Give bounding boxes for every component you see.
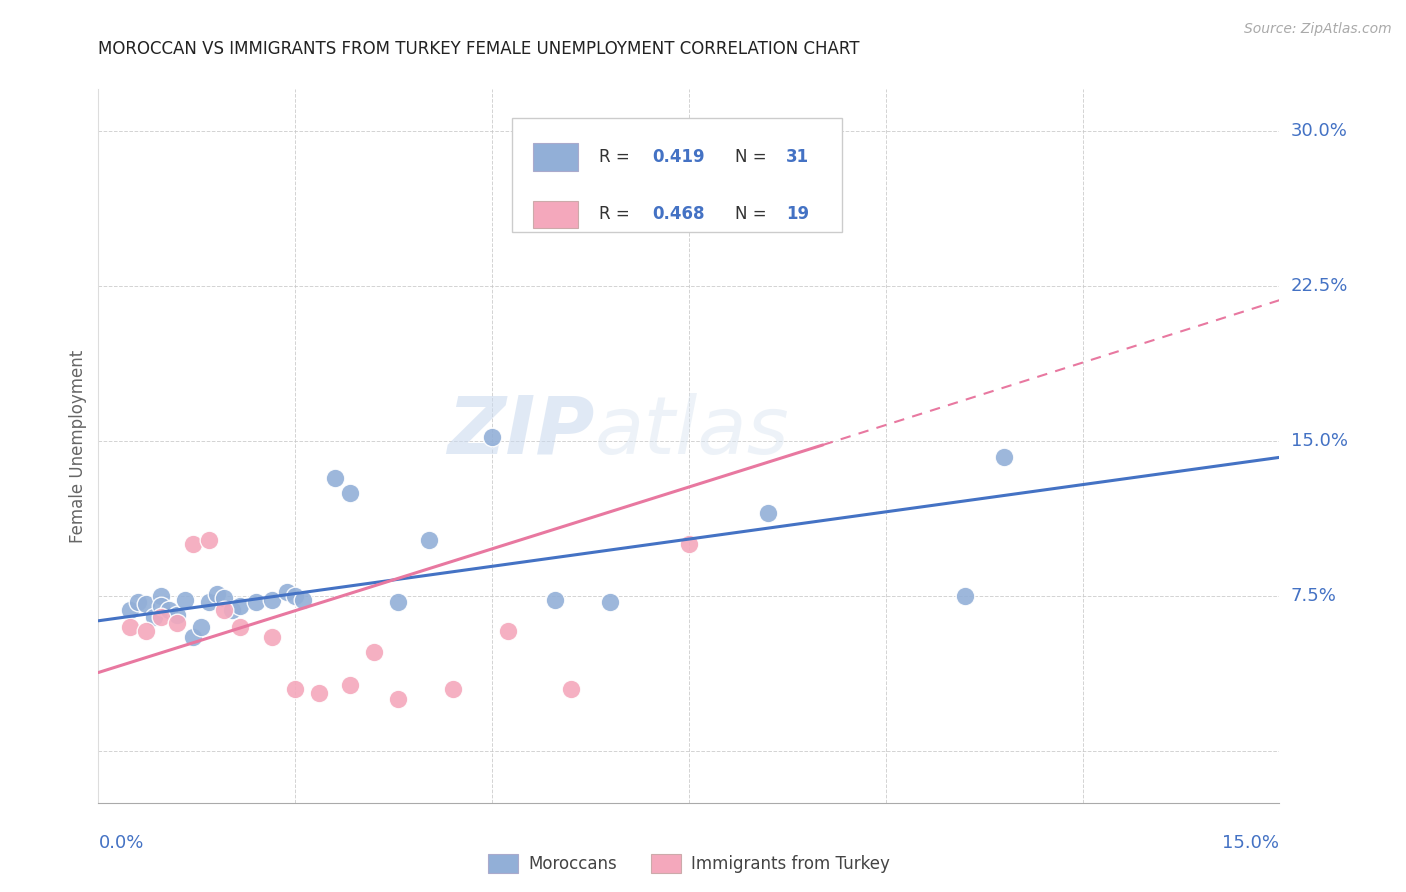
Point [190,620,212,634]
Point [245,595,267,609]
Text: N =: N = [735,205,772,223]
Text: MOROCCAN VS IMMIGRANTS FROM TURKEY FEMALE UNEMPLOYMENT CORRELATION CHART: MOROCCAN VS IMMIGRANTS FROM TURKEY FEMAL… [98,40,860,58]
Text: atlas: atlas [595,392,789,471]
Text: ZIP: ZIP [447,392,595,471]
FancyBboxPatch shape [533,201,578,227]
Point [229,599,252,614]
Point [197,533,219,548]
Point [544,593,567,607]
Point [174,593,197,607]
Point [599,595,621,609]
Text: 22.5%: 22.5% [1291,277,1348,294]
Point [496,624,519,639]
Point [118,603,141,617]
Text: R =: R = [599,205,636,223]
Point [339,678,361,692]
Point [166,607,188,622]
Point [276,584,298,599]
Point [205,587,228,601]
Point [387,692,409,706]
Point [181,537,204,551]
Point [221,603,243,617]
Text: 30.0%: 30.0% [1291,121,1347,139]
Point [418,533,440,548]
Point [214,603,236,617]
Y-axis label: Female Unemployment: Female Unemployment [69,350,87,542]
Text: 7.5%: 7.5% [1291,587,1337,605]
Point [284,681,307,696]
FancyBboxPatch shape [533,144,578,170]
Text: Source: ZipAtlas.com: Source: ZipAtlas.com [1244,22,1392,37]
Point [441,681,464,696]
Text: 0.0%: 0.0% [98,834,143,852]
Point [214,591,236,605]
Point [135,624,157,639]
Text: R =: R = [599,148,636,166]
Text: 0.468: 0.468 [652,205,704,223]
Point [323,471,346,485]
Point [481,430,503,444]
Point [150,589,173,603]
Text: N =: N = [735,148,772,166]
Text: 15.0%: 15.0% [1291,432,1348,450]
Point [181,630,204,644]
Text: 31: 31 [786,148,808,166]
Legend: Moroccans, Immigrants from Turkey: Moroccans, Immigrants from Turkey [482,847,896,880]
Point [560,681,582,696]
Point [678,537,700,551]
Point [993,450,1015,465]
Text: 0.419: 0.419 [652,148,704,166]
Point [142,609,165,624]
Point [150,599,173,614]
Point [127,595,149,609]
Text: 15.0%: 15.0% [1222,834,1279,852]
Point [150,609,173,624]
Point [135,597,157,611]
Point [308,686,330,700]
Point [118,620,141,634]
Point [260,593,283,607]
Text: 19: 19 [786,205,808,223]
Point [756,506,779,520]
Point [796,186,818,200]
Point [260,630,283,644]
Point [284,589,307,603]
Point [339,485,361,500]
Point [953,589,976,603]
Point [363,645,385,659]
Point [229,620,252,634]
Point [157,603,180,617]
Point [197,595,219,609]
Point [387,595,409,609]
FancyBboxPatch shape [512,118,842,232]
Point [166,615,188,630]
Point [292,593,315,607]
